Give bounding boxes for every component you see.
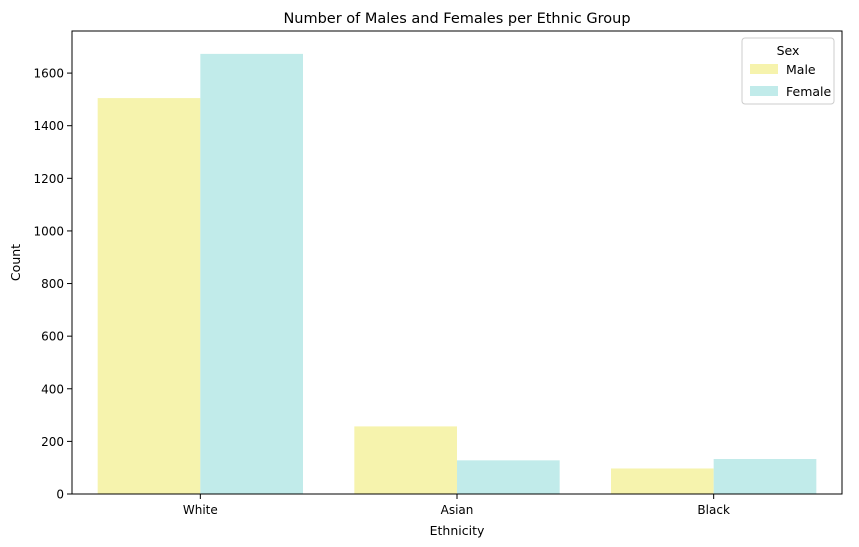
legend-items: Male Female	[750, 62, 832, 99]
legend-swatch-male	[750, 64, 778, 74]
legend-title: Sex	[777, 43, 800, 58]
y-tick-label: 400	[41, 382, 64, 396]
y-tick-label: 1000	[33, 224, 64, 238]
legend: Sex Male Female	[741, 37, 835, 105]
x-ticks: White Asian Black	[183, 494, 730, 517]
bar-white-female	[200, 53, 303, 494]
bar-white-male	[97, 98, 201, 494]
y-tick-label: 1400	[33, 119, 64, 133]
bar-asian-male	[354, 426, 457, 494]
x-tick-label: White	[183, 503, 218, 517]
y-tick-label: 1600	[33, 67, 64, 81]
y-ticks: 0 200 400 600 800 1000 1200 1400 1600	[33, 67, 72, 502]
legend-swatch-female	[750, 86, 778, 96]
x-axis-label: Ethnicity	[430, 523, 485, 538]
y-tick-label: 600	[41, 330, 64, 344]
y-tick-label: 0	[56, 488, 64, 502]
bar-black-male	[611, 468, 714, 494]
chart-title: Number of Males and Females per Ethnic G…	[283, 11, 630, 27]
legend-label-male: Male	[786, 62, 816, 77]
bar-asian-female	[457, 460, 560, 494]
bar-black-female	[713, 459, 817, 494]
bars-layer	[97, 53, 817, 494]
legend-label-female: Female	[786, 84, 832, 99]
y-tick-label: 200	[41, 435, 64, 449]
y-tick-label: 800	[41, 277, 64, 291]
x-tick-label: Asian	[441, 503, 474, 517]
y-axis-label: Count	[8, 244, 23, 281]
y-tick-label: 1200	[33, 172, 64, 186]
x-tick-label: Black	[697, 503, 730, 517]
